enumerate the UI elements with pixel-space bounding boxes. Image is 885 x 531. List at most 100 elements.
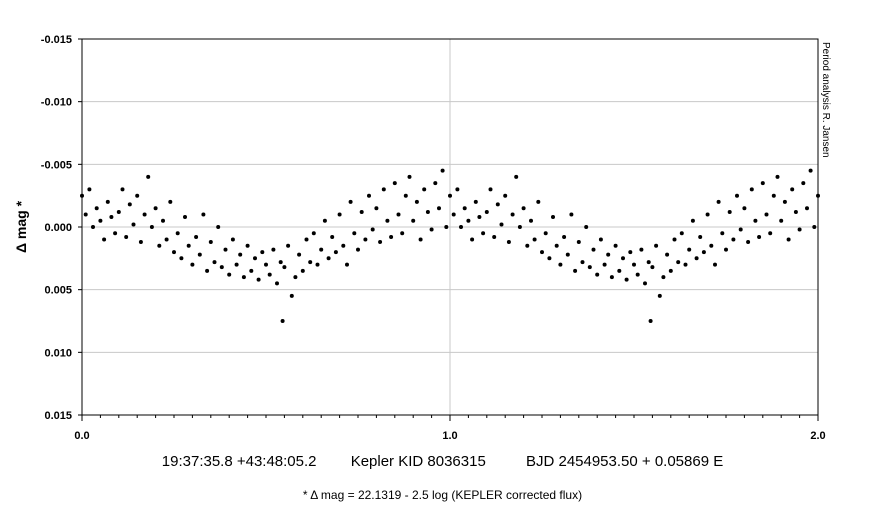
- x-tick-label: 1.0: [442, 430, 457, 442]
- data-point: [668, 268, 673, 273]
- y-tick-labels: -0.015 -0.010 -0.005 0.000 0.005 0.010 0.015: [41, 34, 82, 422]
- data-point: [241, 275, 246, 280]
- data-point: [113, 231, 118, 236]
- caption-coordinates: 19:37:35.8 +43:48:05.2: [161, 453, 317, 470]
- data-point: [484, 210, 489, 214]
- data-point: [94, 206, 99, 211]
- data-point: [83, 212, 88, 217]
- data-point: [782, 199, 787, 204]
- data-point: [657, 293, 662, 298]
- data-point: [297, 252, 302, 257]
- data-point: [120, 187, 125, 192]
- data-point: [816, 193, 820, 198]
- data-point: [764, 212, 769, 217]
- data-point: [709, 243, 714, 248]
- data-point: [260, 250, 265, 255]
- data-point: [562, 235, 567, 239]
- x-tick-label: 0.0: [74, 430, 89, 442]
- data-point: [587, 265, 592, 270]
- data-point: [635, 272, 640, 277]
- data-point: [124, 235, 129, 239]
- data-point: [164, 237, 169, 242]
- data-point: [345, 262, 349, 267]
- data-point: [190, 262, 195, 267]
- data-point: [105, 199, 110, 204]
- data-point: [506, 240, 511, 244]
- data-point: [418, 237, 423, 242]
- data-point: [481, 231, 486, 236]
- data-point: [304, 237, 309, 242]
- data-point: [558, 262, 563, 267]
- data-point: [278, 260, 283, 265]
- data-point: [440, 168, 445, 173]
- data-point: [238, 252, 243, 257]
- data-point: [492, 235, 497, 239]
- data-point: [433, 181, 438, 186]
- data-point: [326, 256, 331, 261]
- data-point: [411, 218, 416, 223]
- data-point: [569, 212, 574, 217]
- data-point: [746, 240, 751, 244]
- data-point: [521, 206, 526, 211]
- data-point: [153, 206, 158, 211]
- data-point: [186, 243, 191, 248]
- data-point: [282, 265, 287, 270]
- data-point: [760, 181, 765, 186]
- data-point: [319, 247, 324, 252]
- data-point: [749, 187, 754, 192]
- data-point: [683, 262, 688, 267]
- data-point: [378, 240, 383, 244]
- data-points: [80, 168, 820, 323]
- data-point: [584, 225, 589, 229]
- data-point: [175, 231, 180, 236]
- caption-footnote: * Δ mag = 22.1319 - 2.5 log (KEPLER corr…: [302, 488, 583, 502]
- data-point: [223, 247, 228, 252]
- data-point: [591, 247, 596, 252]
- data-point: [793, 210, 798, 214]
- data-point: [617, 268, 622, 273]
- data-point: [330, 235, 335, 239]
- data-point: [679, 231, 684, 236]
- data-point: [322, 218, 327, 223]
- data-point: [771, 193, 776, 198]
- data-point: [337, 212, 342, 217]
- data-point: [219, 265, 224, 270]
- data-point: [499, 222, 504, 227]
- data-point: [80, 193, 84, 198]
- data-point: [212, 260, 217, 265]
- data-point: [632, 262, 636, 267]
- data-point: [146, 174, 151, 179]
- data-point: [271, 247, 276, 252]
- data-point: [367, 193, 371, 198]
- data-point: [525, 243, 530, 248]
- data-point: [249, 268, 254, 273]
- data-point: [396, 212, 401, 217]
- data-point: [230, 237, 235, 242]
- data-point: [768, 231, 773, 236]
- data-point: [624, 277, 629, 282]
- data-point: [264, 262, 268, 267]
- y-tick-label: -0.015: [41, 34, 72, 46]
- caption-kepler-kid: Kepler KID 8036315: [350, 453, 486, 470]
- data-point: [333, 250, 338, 255]
- data-point: [451, 212, 456, 217]
- caption-ephemeris: BJD 2454953.50 + 0.05869 E: [525, 453, 724, 470]
- data-point: [172, 250, 176, 255]
- data-point: [205, 268, 210, 273]
- data-point: [267, 272, 272, 277]
- data-point: [602, 262, 607, 267]
- data-point: [554, 243, 559, 248]
- data-point: [727, 210, 732, 214]
- data-point: [779, 218, 784, 223]
- data-point: [109, 215, 114, 219]
- data-point: [514, 174, 519, 179]
- data-point: [142, 212, 147, 217]
- data-point: [208, 240, 213, 244]
- data-point: [352, 231, 357, 236]
- data-point: [168, 199, 173, 204]
- data-point: [311, 231, 316, 236]
- data-point: [510, 212, 515, 217]
- data-point: [422, 187, 427, 192]
- data-point: [359, 210, 364, 214]
- data-point: [293, 275, 298, 280]
